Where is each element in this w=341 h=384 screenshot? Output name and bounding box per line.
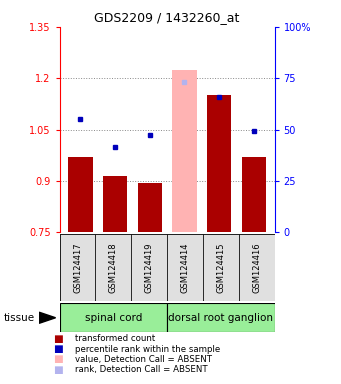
Bar: [68, 157, 93, 232]
Text: dorsal root ganglion: dorsal root ganglion: [168, 313, 273, 323]
Text: GSM124414: GSM124414: [180, 243, 190, 293]
Text: ■: ■: [53, 344, 63, 354]
Bar: [172, 70, 196, 232]
Text: GSM124418: GSM124418: [109, 243, 118, 293]
Text: ■: ■: [53, 354, 63, 364]
Bar: [60, 303, 167, 332]
Bar: [95, 234, 131, 301]
Text: tissue: tissue: [3, 313, 34, 323]
Bar: [203, 234, 239, 301]
Text: GSM124415: GSM124415: [216, 243, 225, 293]
Text: spinal cord: spinal cord: [85, 313, 142, 323]
Bar: [207, 95, 231, 232]
Text: percentile rank within the sample: percentile rank within the sample: [75, 344, 220, 354]
Text: GSM124416: GSM124416: [252, 243, 261, 293]
Title: GDS2209 / 1432260_at: GDS2209 / 1432260_at: [94, 11, 240, 24]
Text: rank, Detection Call = ABSENT: rank, Detection Call = ABSENT: [75, 365, 208, 374]
Text: GSM124419: GSM124419: [145, 243, 154, 293]
Text: ■: ■: [53, 334, 63, 344]
Bar: [60, 234, 95, 301]
Bar: [103, 176, 127, 232]
Text: value, Detection Call = ABSENT: value, Detection Call = ABSENT: [75, 355, 212, 364]
Bar: [167, 234, 203, 301]
Text: transformed count: transformed count: [75, 334, 155, 343]
Text: GSM124417: GSM124417: [73, 243, 82, 293]
Bar: [131, 234, 167, 301]
Bar: [239, 234, 275, 301]
Bar: [241, 157, 266, 232]
Bar: [167, 303, 275, 332]
Bar: [138, 183, 162, 232]
Text: ■: ■: [53, 365, 63, 375]
Polygon shape: [39, 312, 56, 323]
